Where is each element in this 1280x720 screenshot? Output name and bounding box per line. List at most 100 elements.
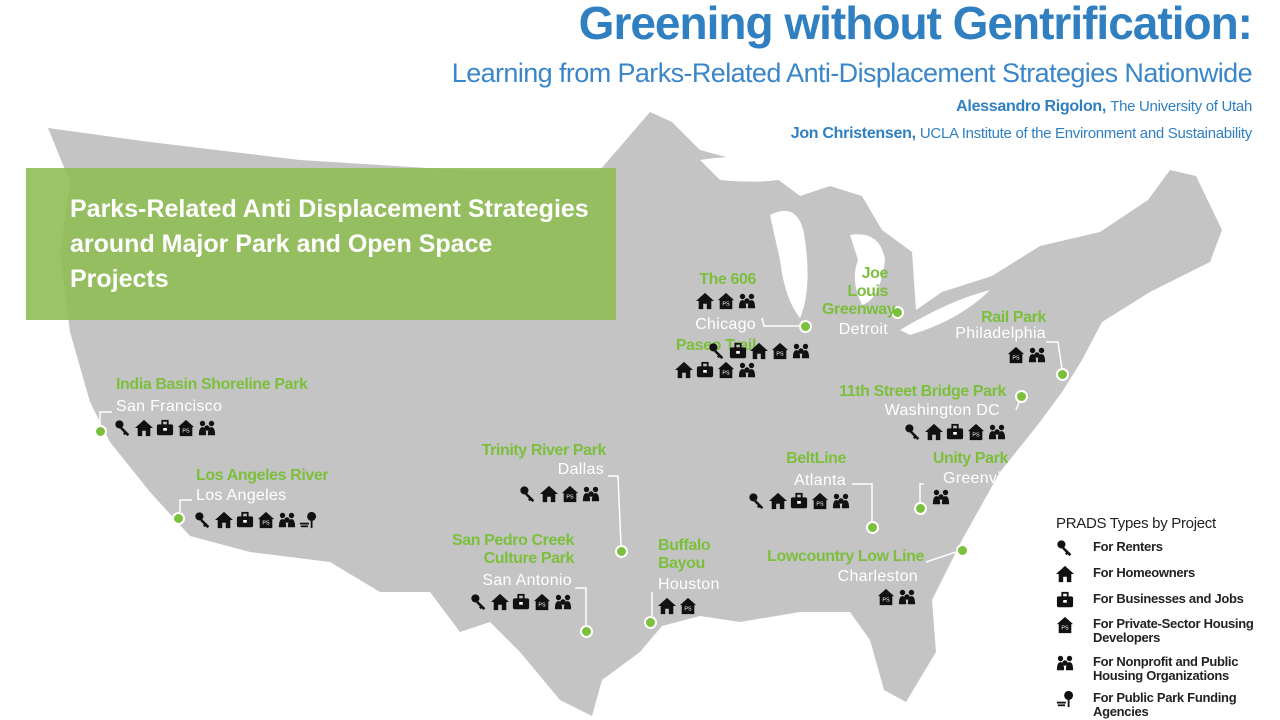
prads-icon (811, 492, 829, 510)
site-marker (172, 512, 185, 525)
lake-erie (900, 290, 990, 335)
prads-icon (1007, 346, 1025, 364)
author: Jon Christensen, UCLA Institute of the E… (791, 125, 1253, 143)
icon-row (470, 593, 572, 611)
lake-superior (700, 157, 800, 182)
prads-icon (1056, 654, 1074, 672)
prads-icon (717, 361, 735, 379)
icon-row (696, 292, 756, 310)
project-name: San Pedro Creek Culture Park (451, 532, 574, 567)
prads-icon (790, 492, 808, 510)
prads-icon (1056, 690, 1074, 708)
prads-icon (748, 492, 766, 510)
city-label: Charleston (837, 568, 918, 585)
author-name: Alessandro Rigolon, (956, 98, 1107, 115)
city-label: Houston (658, 576, 720, 593)
city-label: Atlanta (794, 472, 846, 489)
prads-icon (1028, 346, 1046, 364)
city-label: San Francisco (116, 398, 223, 415)
prads-icon (675, 361, 693, 379)
site-marker (1056, 368, 1069, 381)
prads-icon (1056, 591, 1074, 609)
site-marker (914, 502, 927, 515)
prads-icon (561, 485, 579, 503)
prads-icon (194, 511, 212, 529)
icon-row (1056, 616, 1074, 634)
project-name: Joe Louis Greenway (822, 265, 896, 318)
panel-title: Parks-Related Anti Displacement Strategi… (70, 195, 589, 293)
prads-icon (708, 342, 726, 360)
prads-icon (679, 597, 697, 615)
prads-icon (114, 419, 132, 437)
prads-icon (988, 423, 1006, 441)
legend-title: PRADS Types by Project (1056, 515, 1216, 532)
prads-icon (769, 492, 787, 510)
icon-row (1056, 565, 1074, 583)
author-affiliation: UCLA Institute of the Environment and Su… (919, 125, 1252, 142)
project-name: 11th Street Bridge Park (839, 383, 1006, 400)
project-name: BeltLine (786, 450, 846, 467)
city-label: Washington DC (884, 402, 1000, 419)
site-marker (956, 544, 969, 557)
prads-icon (904, 423, 922, 441)
icon-row (904, 423, 1006, 441)
icon-row (1007, 346, 1046, 364)
project-name: Rail Park (981, 309, 1046, 326)
prads-icon (554, 593, 572, 611)
city-label: Los Angeles (196, 487, 287, 504)
icon-row (932, 488, 950, 506)
prads-icon (512, 593, 530, 611)
legend-item: For Homeowners (1093, 565, 1195, 580)
prads-icon (299, 511, 317, 529)
prads-icon (738, 361, 756, 379)
city-label: Greenville (942, 470, 1018, 487)
site-marker (866, 521, 879, 534)
legend-item: For Private-Sector Housing Developers (1093, 616, 1254, 645)
prads-icon (519, 485, 537, 503)
icon-row (114, 419, 216, 437)
prads-icon (236, 511, 254, 529)
icon-row (675, 361, 756, 379)
prads-icon (278, 511, 296, 529)
legend-item: For Businesses and Jobs (1093, 591, 1244, 606)
prads-icon (135, 419, 153, 437)
icon-row (708, 342, 810, 360)
project-name: Lowcountry Low Line (767, 548, 924, 565)
prads-icon (658, 597, 676, 615)
prads-icon (1056, 539, 1074, 557)
icon-row (1056, 690, 1074, 708)
icon-row (1056, 654, 1074, 672)
site-marker (615, 545, 628, 558)
prads-icon (540, 485, 558, 503)
prads-icon (925, 423, 943, 441)
prads-icon (533, 593, 551, 611)
prads-icon (792, 342, 810, 360)
prads-icon (215, 511, 233, 529)
lake-huron (850, 234, 885, 305)
icon-row (1056, 539, 1074, 557)
city-label: San Antonio (482, 572, 572, 589)
prads-icon (967, 423, 985, 441)
panel: Parks-Related Anti Displacement Strategi… (26, 168, 616, 320)
site-marker (94, 425, 107, 438)
city-label: Dallas (557, 461, 604, 478)
site-marker (580, 625, 593, 638)
project-name: Trinity River Park (481, 442, 607, 459)
legend-item: For Renters (1093, 539, 1163, 554)
project-name: India Basin Shoreline Park (116, 376, 308, 393)
prads-icon (932, 488, 950, 506)
site-marker (799, 320, 812, 333)
icon-row (519, 485, 600, 503)
prads-icon (946, 423, 964, 441)
site-marker (644, 616, 657, 629)
legend-item: For Public Park Funding Agencies (1093, 690, 1237, 719)
prads-icon (771, 342, 789, 360)
prads-icon (1056, 565, 1074, 583)
prads-icon (470, 593, 488, 611)
prads-icon (696, 361, 714, 379)
prads-icon (1056, 616, 1074, 634)
site-marker (1015, 390, 1028, 403)
prads-icon (491, 593, 509, 611)
site-marker (891, 306, 904, 319)
lake-michigan (770, 210, 808, 318)
